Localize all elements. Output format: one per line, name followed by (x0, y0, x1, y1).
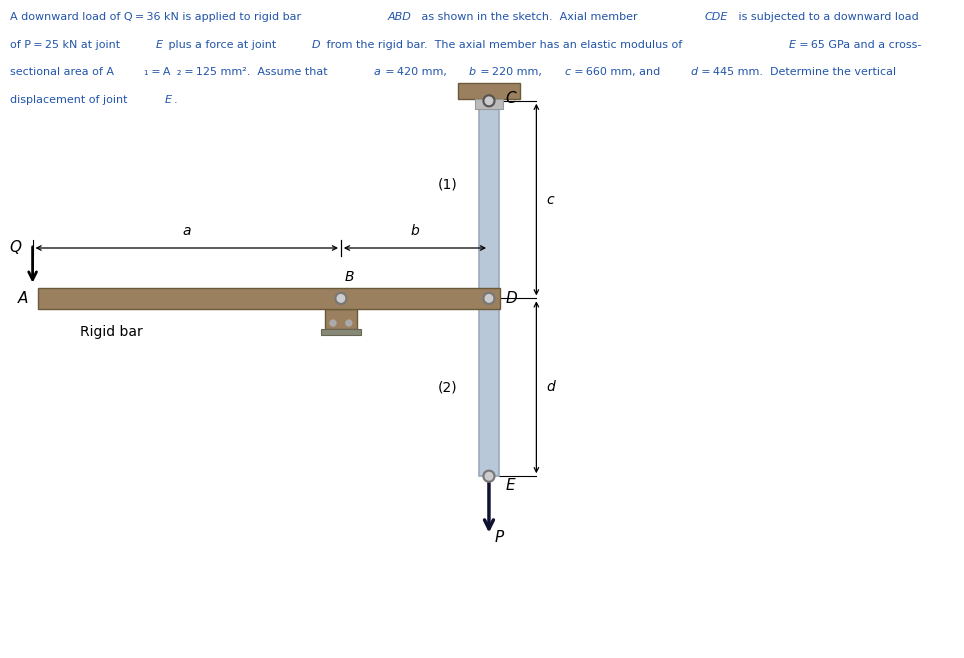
Text: (2): (2) (438, 380, 457, 394)
Text: A downward load of Q = 36 kN is applied to rigid bar: A downward load of Q = 36 kN is applied … (10, 12, 305, 22)
Text: = 125 mm².  Assume that: = 125 mm². Assume that (182, 67, 332, 77)
Text: D: D (506, 291, 518, 306)
Text: C: C (506, 91, 517, 107)
Bar (38, 288, 499, 309)
Text: B: B (345, 270, 355, 284)
Text: as shown in the sketch.  Axial member: as shown in the sketch. Axial member (418, 12, 642, 22)
Text: c: c (565, 67, 571, 77)
Text: displacement of joint: displacement of joint (10, 95, 131, 105)
Text: Q: Q (10, 240, 22, 255)
Text: = 420 mm,: = 420 mm, (383, 67, 450, 77)
Bar (475, 99, 503, 109)
Text: ₂: ₂ (176, 67, 181, 77)
Bar (479, 101, 498, 298)
Text: E: E (155, 39, 163, 49)
Text: b: b (469, 67, 476, 77)
Text: Rigid bar: Rigid bar (80, 325, 143, 339)
Bar (458, 83, 520, 99)
Circle shape (337, 295, 345, 302)
Bar (321, 329, 361, 335)
Circle shape (335, 292, 347, 304)
Text: E: E (165, 95, 173, 105)
Text: D: D (311, 39, 320, 49)
Text: d: d (690, 67, 697, 77)
Text: = 65 GPa and a cross-: = 65 GPa and a cross- (797, 39, 922, 49)
Text: ABD: ABD (388, 12, 412, 22)
Text: P: P (495, 530, 504, 545)
Text: = A: = A (149, 67, 171, 77)
Circle shape (483, 470, 495, 482)
Text: = 660 mm, and: = 660 mm, and (573, 67, 664, 77)
Circle shape (485, 295, 493, 302)
Circle shape (330, 320, 336, 326)
Bar (325, 309, 357, 329)
Text: .: . (174, 95, 177, 105)
Text: = 220 mm,: = 220 mm, (478, 67, 546, 77)
Text: = 445 mm.  Determine the vertical: = 445 mm. Determine the vertical (699, 67, 897, 77)
Text: is subjected to a downward load: is subjected to a downward load (735, 12, 919, 22)
Text: d: d (547, 380, 555, 394)
Text: E: E (506, 478, 516, 493)
Circle shape (483, 292, 495, 304)
Text: ₁: ₁ (144, 67, 147, 77)
Text: from the rigid bar.  The axial member has an elastic modulus of: from the rigid bar. The axial member has… (323, 39, 685, 49)
Circle shape (485, 472, 493, 480)
Text: (1): (1) (438, 178, 457, 191)
Text: E: E (789, 39, 795, 49)
Circle shape (346, 320, 352, 326)
Text: c: c (547, 193, 554, 207)
Text: a: a (374, 67, 381, 77)
Text: a: a (182, 224, 191, 238)
Bar (479, 298, 498, 476)
Text: CDE: CDE (705, 12, 728, 22)
Text: sectional area of A: sectional area of A (10, 67, 114, 77)
Circle shape (485, 97, 493, 105)
Text: of P = 25 kN at joint: of P = 25 kN at joint (10, 39, 123, 49)
Circle shape (483, 95, 495, 107)
Text: plus a force at joint: plus a force at joint (165, 39, 280, 49)
Text: A: A (17, 291, 28, 306)
Text: b: b (411, 224, 419, 238)
